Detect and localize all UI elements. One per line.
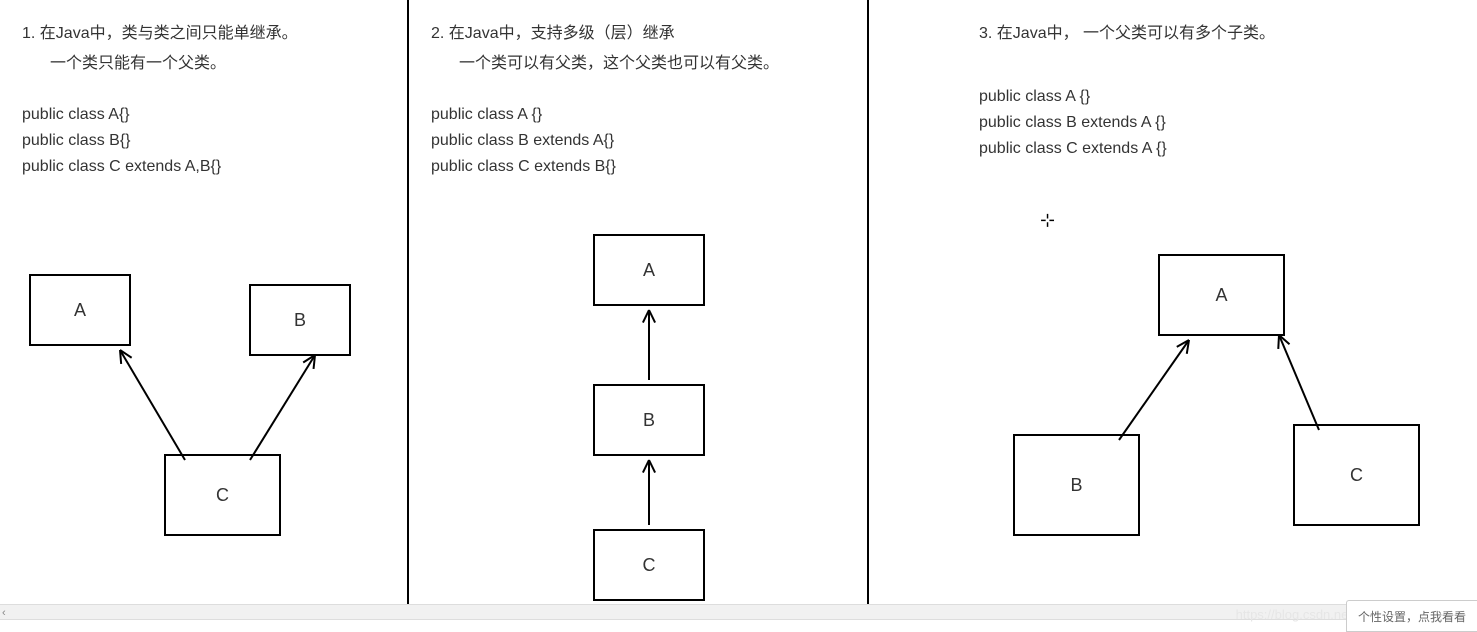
- inheritance-arrow: [1279, 335, 1319, 430]
- panel1-code-2: public class B{}: [22, 128, 383, 154]
- class-label-B: B: [1070, 475, 1082, 495]
- class-label-C: C: [643, 555, 656, 575]
- arrowhead-stroke: [1278, 335, 1279, 349]
- settings-popup-label: 个性设置，点我看看: [1358, 608, 1466, 625]
- page-root: 张老师 986318 1. 在Java中，类与类之间只能单继承。 一个类只能有一…: [0, 0, 1477, 632]
- panel2-diagram: A B C: [559, 230, 739, 610]
- class-label-C: C: [1350, 465, 1363, 485]
- panel3-code-1: public class A {}: [979, 84, 1455, 110]
- inheritance-arrow: [120, 350, 185, 460]
- panel2-title-1: 2. 在Java中，支持多级（层）继承: [431, 20, 843, 48]
- panel1-code-3: public class C extends A,B{}: [22, 154, 383, 180]
- class-label-A: A: [1215, 285, 1227, 305]
- panel2-code-3: public class C extends B{}: [431, 154, 843, 180]
- class-label-A: A: [643, 260, 655, 280]
- panel3-diagram: A B C: [979, 245, 1439, 585]
- settings-popup[interactable]: 个性设置，点我看看: [1346, 600, 1477, 632]
- class-label-C: C: [216, 485, 229, 505]
- class-label-A: A: [74, 300, 86, 320]
- text-cursor-icon: ⊹: [1040, 210, 1055, 231]
- panel1-title-2: 一个类只能有一个父类。: [22, 50, 383, 78]
- scroll-left-icon[interactable]: ‹: [2, 607, 6, 619]
- panel2-code-1: public class A {}: [431, 102, 843, 128]
- panel1-title-1: 1. 在Java中，类与类之间只能单继承。: [22, 20, 383, 48]
- panel3-code-3: public class C extends A {}: [979, 136, 1455, 162]
- arrowhead-stroke: [120, 350, 121, 364]
- class-label-B: B: [294, 310, 306, 330]
- class-label-B: B: [643, 410, 655, 430]
- inheritance-arrow: [1119, 340, 1189, 440]
- panel3-title-1: 3. 在Java中， 一个父类可以有多个子类。: [979, 20, 1455, 48]
- inheritance-arrow: [250, 355, 315, 460]
- panel2-code-2: public class B extends A{}: [431, 128, 843, 154]
- panel2-title-2: 一个类可以有父类，这个父类也可以有父类。: [431, 50, 843, 78]
- panel1-code-1: public class A{}: [22, 102, 383, 128]
- panel1-diagram: A B C: [20, 255, 380, 575]
- panel3-code-2: public class B extends A {}: [979, 110, 1455, 136]
